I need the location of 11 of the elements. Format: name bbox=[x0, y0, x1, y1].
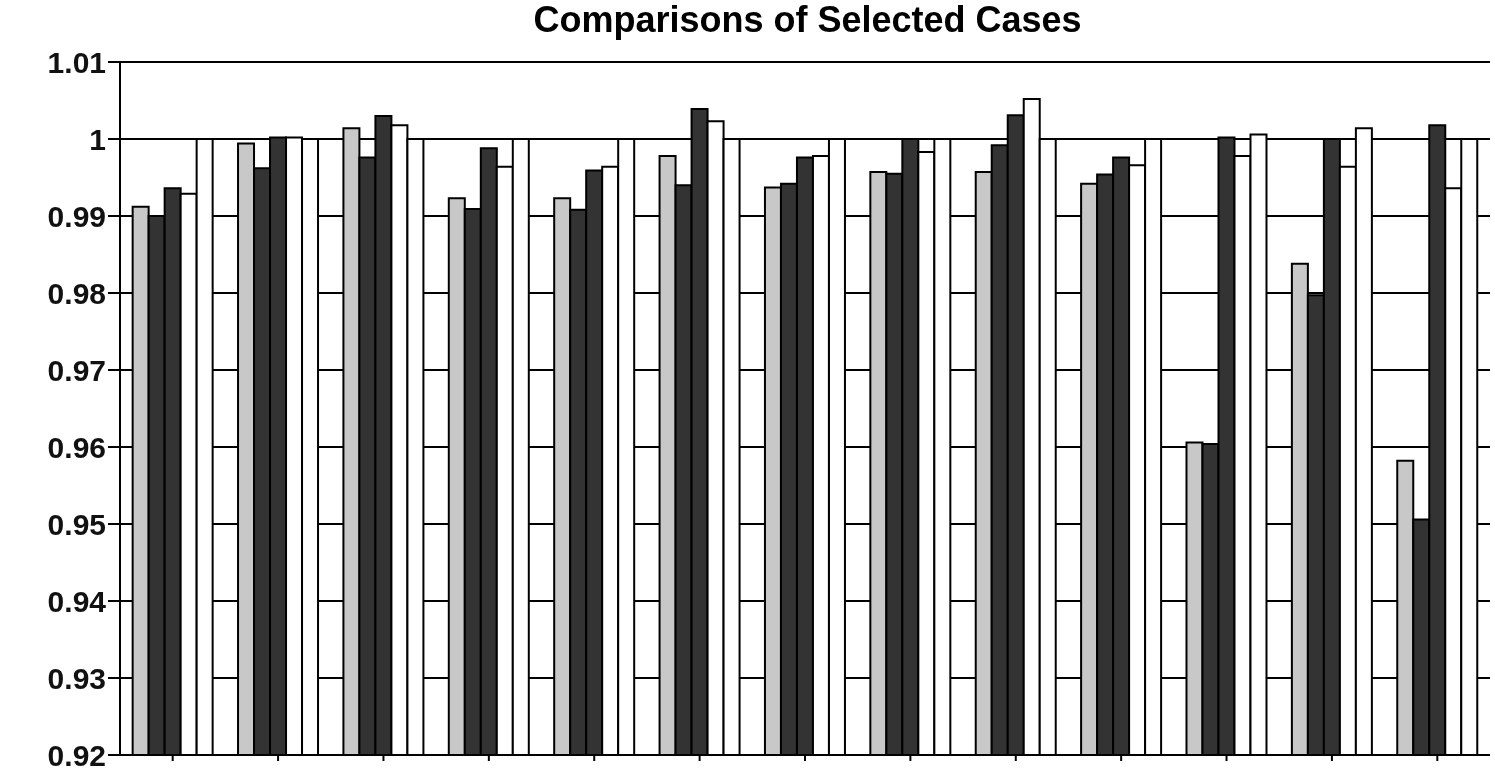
y-tick-label: 0.94 bbox=[47, 584, 107, 618]
y-tick-label: 1 bbox=[89, 122, 106, 156]
y-tick-label: 0.97 bbox=[47, 353, 106, 387]
y-tick-label: 0.92 bbox=[47, 738, 106, 772]
y-tick-label: 0.93 bbox=[47, 661, 106, 695]
y-tick-label: 1.01 bbox=[47, 45, 106, 79]
y-tick-label: 0.98 bbox=[47, 276, 106, 310]
chart-title: Comparisons of Selected Cases bbox=[532, 0, 1083, 40]
y-tick-label: 0.99 bbox=[47, 199, 106, 233]
y-tick-label: 0.96 bbox=[47, 430, 106, 464]
y-tick-label: 0.95 bbox=[47, 507, 106, 541]
